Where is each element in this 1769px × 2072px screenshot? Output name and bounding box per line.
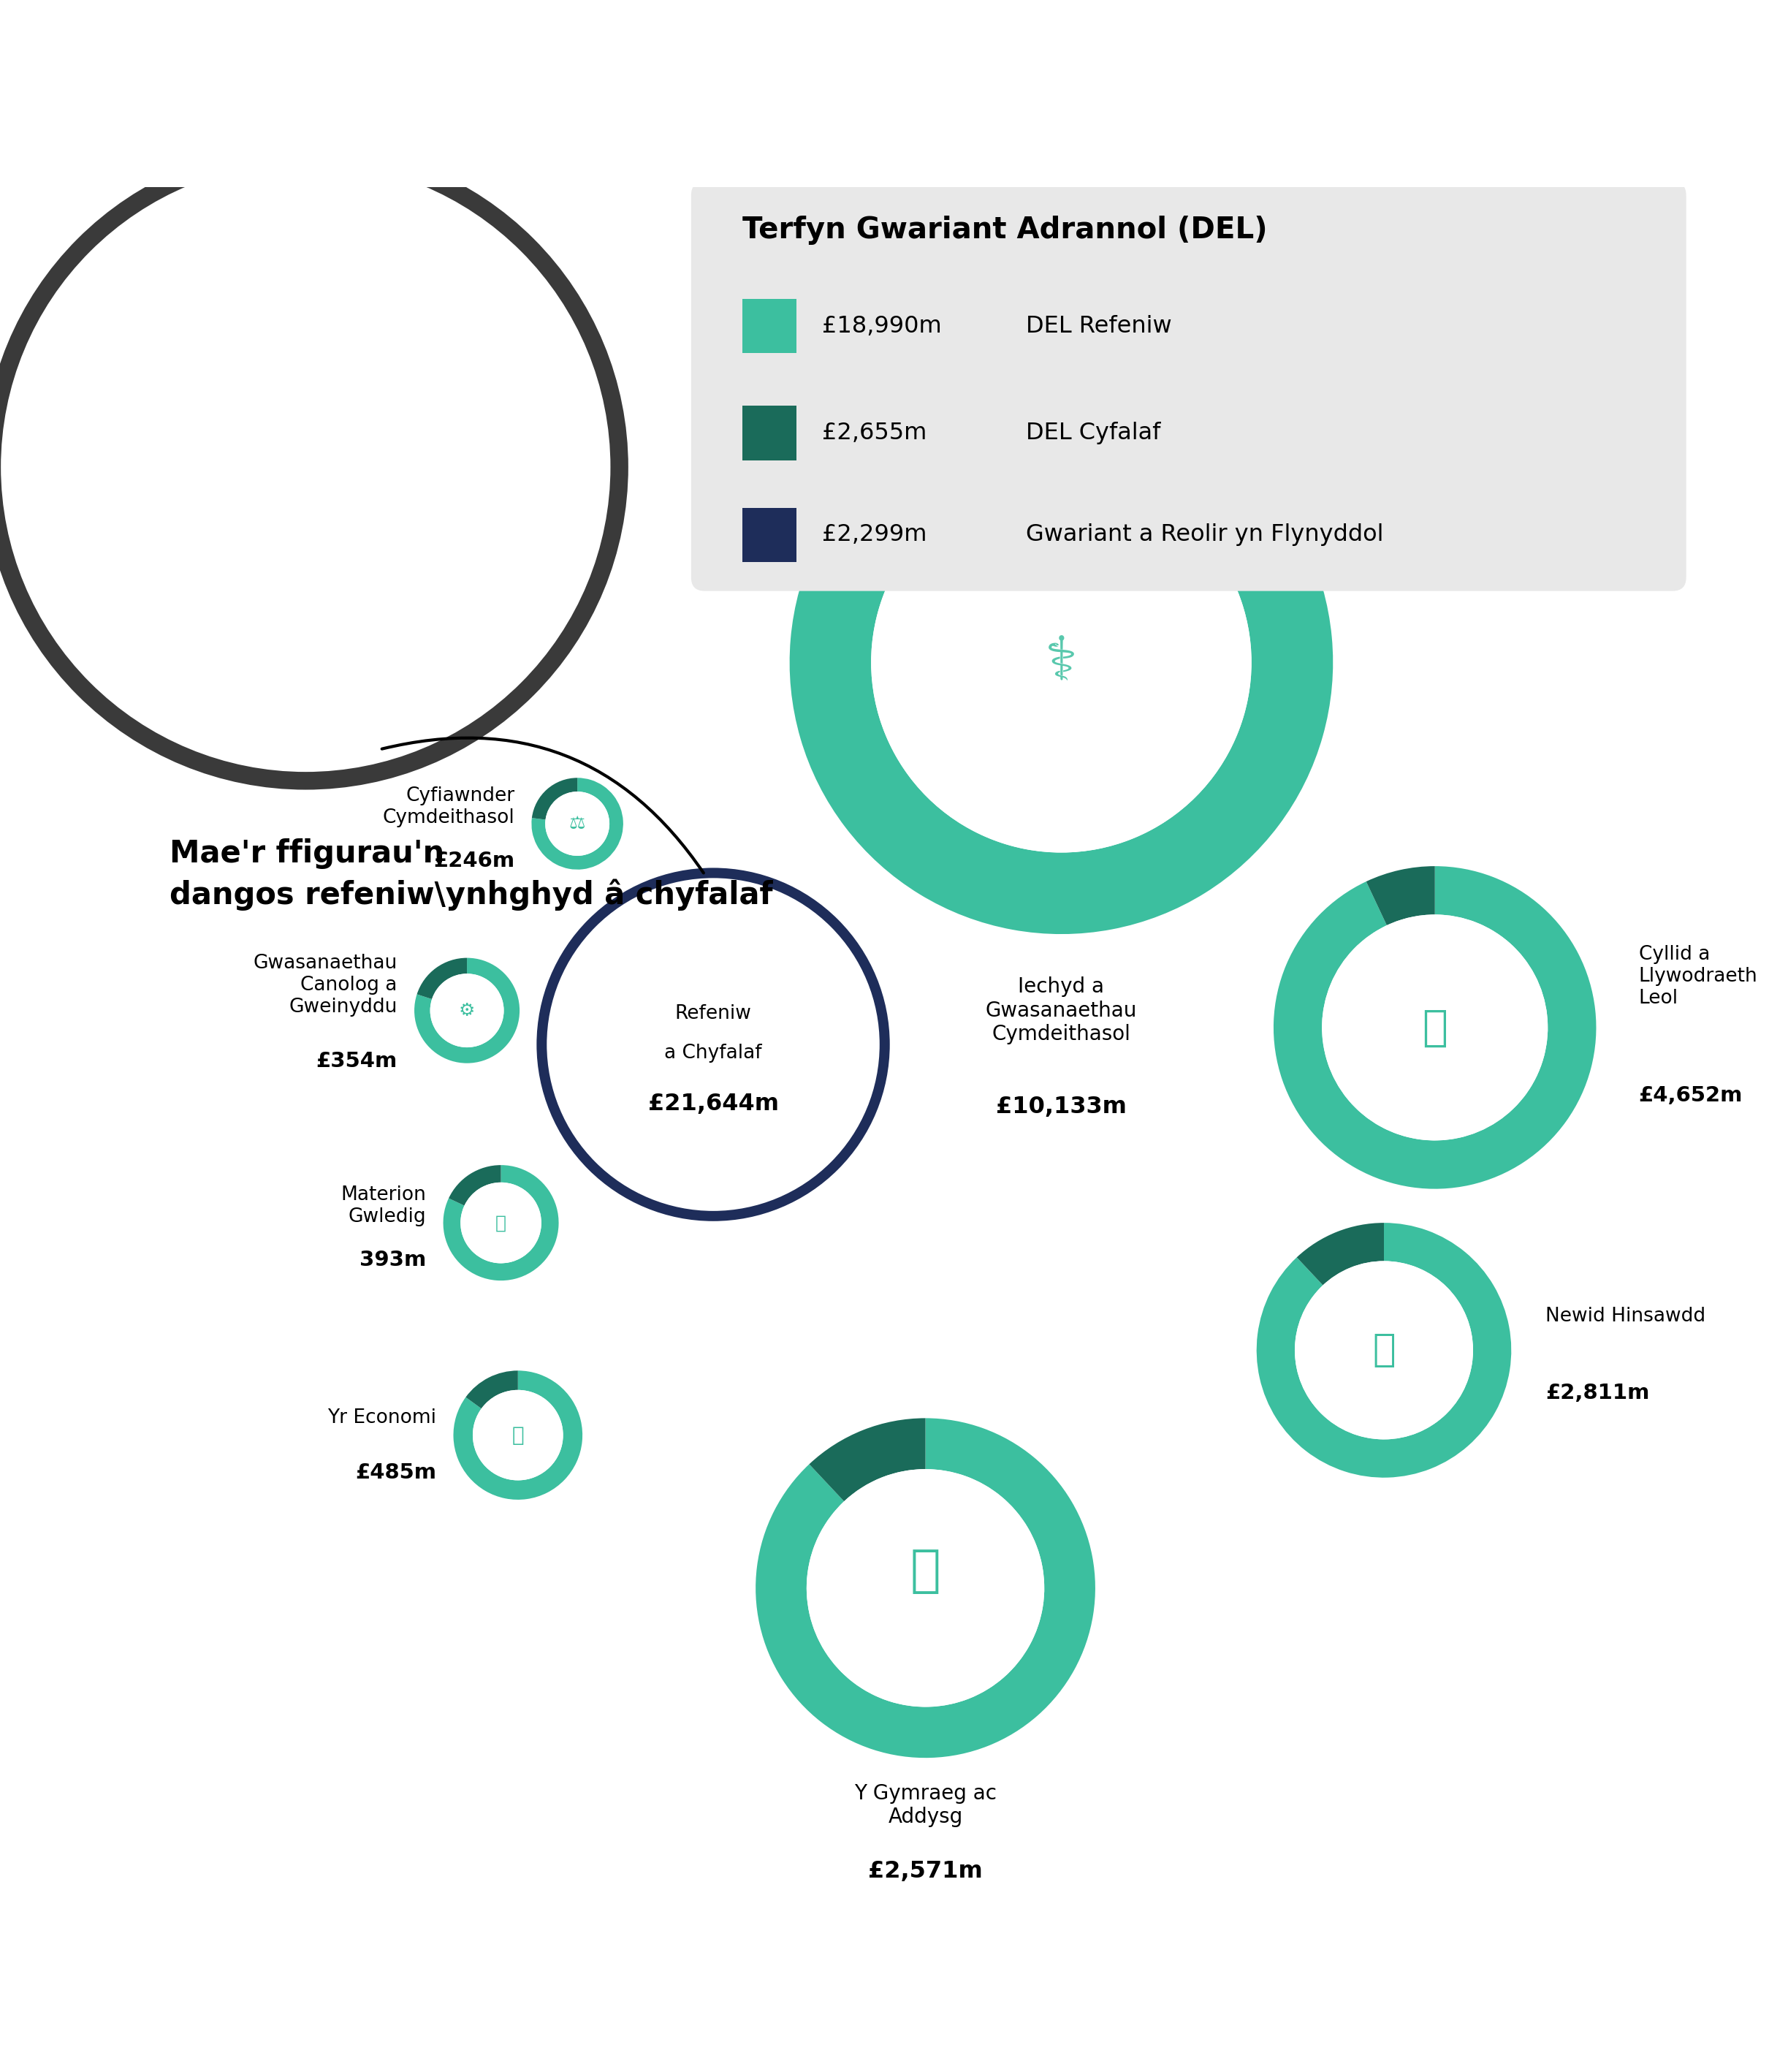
Text: ⚙: ⚙ xyxy=(458,1001,476,1019)
Circle shape xyxy=(870,472,1251,852)
Circle shape xyxy=(536,868,890,1220)
Text: DEL Refeniw: DEL Refeniw xyxy=(1026,315,1171,338)
Circle shape xyxy=(547,879,879,1210)
Text: £2,811m: £2,811m xyxy=(1546,1382,1649,1403)
Wedge shape xyxy=(136,170,306,340)
Circle shape xyxy=(614,945,814,1144)
Text: 🏭: 🏭 xyxy=(511,1426,524,1446)
FancyBboxPatch shape xyxy=(741,508,796,562)
Circle shape xyxy=(430,974,504,1046)
FancyBboxPatch shape xyxy=(741,406,796,460)
Circle shape xyxy=(545,792,610,856)
Text: £2,655m: £2,655m xyxy=(823,423,927,443)
Circle shape xyxy=(460,1183,541,1264)
Circle shape xyxy=(1321,914,1548,1140)
Wedge shape xyxy=(755,1417,1095,1757)
FancyBboxPatch shape xyxy=(741,298,796,352)
Text: DEL Cyfalaf: DEL Cyfalaf xyxy=(1026,423,1160,443)
Text: Newid Hinsawdd: Newid Hinsawdd xyxy=(1546,1307,1705,1326)
Text: 🏛: 🏛 xyxy=(1422,1007,1447,1048)
Text: 🎓: 🎓 xyxy=(911,1546,941,1595)
Text: Iechyd a
Gwasanaethau
Cymdeithasol: Iechyd a Gwasanaethau Cymdeithasol xyxy=(985,976,1137,1044)
Text: £18,990m: £18,990m xyxy=(823,315,941,338)
Text: £4,652m: £4,652m xyxy=(1638,1086,1742,1106)
Text: Gwariant a Reolir yn Flynyddol: Gwariant a Reolir yn Flynyddol xyxy=(1026,524,1383,547)
Text: £485m: £485m xyxy=(356,1463,437,1484)
Text: £354m: £354m xyxy=(317,1051,398,1071)
Wedge shape xyxy=(1256,1222,1511,1477)
Text: Cyllid a
Llywodraeth
Leol: Cyllid a Llywodraeth Leol xyxy=(1638,945,1758,1007)
Wedge shape xyxy=(789,392,1334,934)
Wedge shape xyxy=(1297,1222,1383,1285)
Text: ⚖: ⚖ xyxy=(570,814,586,833)
Text: Gwasanaethau
Canolog a
Gweinyddu: Gwasanaethau Canolog a Gweinyddu xyxy=(253,953,398,1017)
Wedge shape xyxy=(453,1370,582,1500)
Text: 🌍: 🌍 xyxy=(1373,1330,1396,1370)
Wedge shape xyxy=(1274,866,1596,1189)
Text: Mae'r ffigurau'n
dangos refeniw\ynhghyd â chyfalaf: Mae'r ffigurau'n dangos refeniw\ynhghyd … xyxy=(170,839,773,912)
Text: £21,644m: £21,644m xyxy=(647,1092,778,1115)
Wedge shape xyxy=(552,883,874,1206)
Wedge shape xyxy=(9,170,603,765)
Wedge shape xyxy=(808,1417,925,1502)
Circle shape xyxy=(1295,1262,1474,1440)
Text: £2,299m: £2,299m xyxy=(823,524,927,547)
Text: ⛳: ⛳ xyxy=(1421,995,1449,1042)
Circle shape xyxy=(150,313,460,622)
Wedge shape xyxy=(444,1164,559,1280)
Circle shape xyxy=(0,145,628,789)
Circle shape xyxy=(614,945,814,1144)
Wedge shape xyxy=(417,957,467,999)
Wedge shape xyxy=(531,777,623,870)
Text: Y Gymraeg ac
Addysg: Y Gymraeg ac Addysg xyxy=(854,1784,996,1828)
Text: £246m: £246m xyxy=(433,852,515,872)
Text: Terfyn Gwariant Adrannol (DEL): Terfyn Gwariant Adrannol (DEL) xyxy=(741,215,1267,244)
Circle shape xyxy=(807,1469,1044,1707)
FancyBboxPatch shape xyxy=(692,182,1686,591)
Text: £2,571m: £2,571m xyxy=(869,1861,984,1883)
Wedge shape xyxy=(449,1164,501,1206)
Text: £10,133m: £10,133m xyxy=(996,1096,1127,1119)
Wedge shape xyxy=(961,392,1061,485)
Text: 393m: 393m xyxy=(359,1249,426,1270)
Circle shape xyxy=(0,162,610,773)
Wedge shape xyxy=(1366,866,1435,926)
Text: a Chyfalaf: a Chyfalaf xyxy=(665,1044,762,1063)
Wedge shape xyxy=(414,957,520,1063)
Text: 🌱: 🌱 xyxy=(495,1214,506,1231)
Wedge shape xyxy=(619,883,713,963)
Text: Materion
Gwledig: Materion Gwledig xyxy=(341,1185,426,1227)
Text: ⚕: ⚕ xyxy=(1045,632,1077,692)
Text: Refeniw: Refeniw xyxy=(674,1005,752,1024)
Circle shape xyxy=(472,1390,563,1479)
Text: Yr Economi: Yr Economi xyxy=(327,1409,437,1428)
Text: Cyfiawnder
Cymdeithasol: Cyfiawnder Cymdeithasol xyxy=(382,785,515,827)
Wedge shape xyxy=(532,777,577,821)
Wedge shape xyxy=(19,222,218,425)
Wedge shape xyxy=(465,1370,518,1409)
